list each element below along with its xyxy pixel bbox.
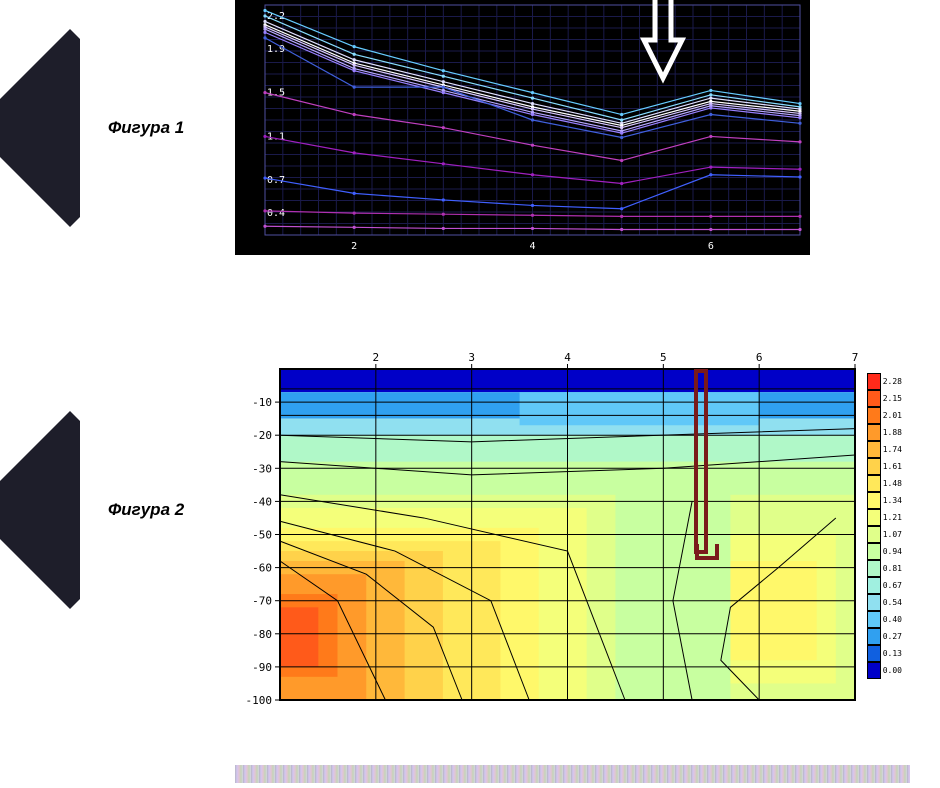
legend-swatch: 0.27 — [867, 628, 902, 645]
legend-swatch: 0.94 — [867, 543, 902, 560]
legend-swatch: 0.81 — [867, 560, 902, 577]
svg-text:-40: -40 — [252, 495, 272, 508]
legend-swatch: 1.74 — [867, 441, 902, 458]
svg-text:-50: -50 — [252, 529, 272, 542]
svg-text:-80: -80 — [252, 628, 272, 641]
svg-text:3: 3 — [468, 351, 475, 364]
figure1-pointer: Фигура 1 — [0, 28, 225, 228]
figure2-marker — [694, 369, 708, 554]
figure1-plot: 0.40.71.11.51.92.2246 — [235, 0, 810, 255]
svg-text:-10: -10 — [252, 396, 272, 409]
svg-text:6: 6 — [756, 351, 763, 364]
svg-text:0.4: 0.4 — [267, 208, 285, 219]
svg-text:5: 5 — [660, 351, 667, 364]
legend-swatch: 2.15 — [867, 390, 902, 407]
legend-swatch: 1.34 — [867, 492, 902, 509]
svg-text:-30: -30 — [252, 462, 272, 475]
legend-swatch: 0.00 — [867, 662, 902, 679]
svg-text:-70: -70 — [252, 595, 272, 608]
legend-swatch: 1.48 — [867, 475, 902, 492]
legend-swatch: 1.61 — [867, 458, 902, 475]
svg-text:6: 6 — [708, 241, 714, 252]
svg-text:2: 2 — [373, 351, 380, 364]
svg-text:7: 7 — [852, 351, 859, 364]
figure2-label: Фигура 2 — [108, 500, 184, 520]
legend-swatch: 1.07 — [867, 526, 902, 543]
figure1-section: Фигура 1 0.40.71.11.51.92.2246 — [0, 0, 940, 255]
pointer-shape — [0, 410, 80, 610]
legend-swatch: 2.28 — [867, 373, 902, 390]
figure1-chart-area: 0.40.71.11.51.92.2246 — [225, 0, 940, 255]
noise-strip — [235, 765, 910, 783]
legend-swatch: 1.21 — [867, 509, 902, 526]
svg-text:1.9: 1.9 — [267, 44, 285, 55]
figure2-legend: 2.282.152.011.881.741.611.481.341.211.07… — [867, 373, 902, 679]
legend-swatch: 1.88 — [867, 424, 902, 441]
pointer-shape — [0, 28, 80, 228]
legend-swatch: 0.13 — [867, 645, 902, 662]
svg-text:4: 4 — [564, 351, 571, 364]
svg-text:4: 4 — [529, 241, 535, 252]
figure2-section: Фигура 2 2 3 4 5 6 7 -10 -20 -30 -40 -50 -60 -70 -80 -… — [0, 315, 940, 705]
svg-text:-20: -20 — [252, 429, 272, 442]
legend-swatch: 2.01 — [867, 407, 902, 424]
legend-swatch: 0.54 — [867, 594, 902, 611]
figure2-plot: 2 3 4 5 6 7 -10 -20 -30 -40 -50 -60 -70 -80 -90 -100 2.… — [225, 345, 900, 705]
figure2-chart-area: 2 3 4 5 6 7 -10 -20 -30 -40 -50 -60 -70 -80 -90 -100 2.… — [225, 315, 940, 705]
figure1-label: Фигура 1 — [108, 118, 184, 138]
svg-text:-90: -90 — [252, 661, 272, 674]
svg-text:2: 2 — [351, 241, 357, 252]
figure1-svg: 0.40.71.11.51.92.2246 — [235, 0, 810, 255]
figure2-pointer: Фигура 2 — [0, 410, 225, 610]
figure2-svg: 2 3 4 5 6 7 -10 -20 -30 -40 -50 -60 -70 -80 -90 -100 — [225, 345, 860, 705]
svg-text:-60: -60 — [252, 562, 272, 575]
legend-swatch: 0.67 — [867, 577, 902, 594]
figure1-arrow-icon — [640, 0, 686, 87]
svg-text:-100: -100 — [246, 694, 273, 705]
legend-swatch: 0.40 — [867, 611, 902, 628]
